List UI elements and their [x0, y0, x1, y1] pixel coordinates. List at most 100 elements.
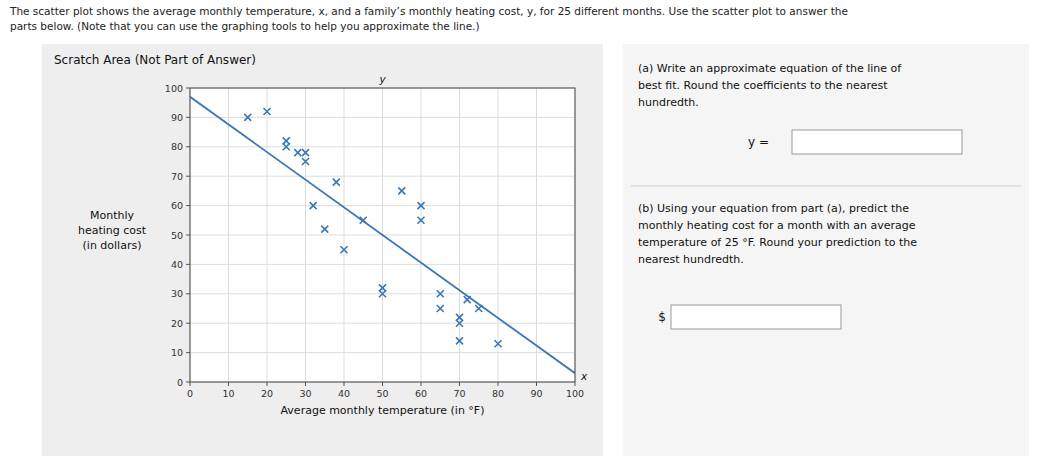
plot-background	[190, 88, 575, 382]
y-axis-label: (in dollars)	[83, 239, 142, 252]
tick-mark	[186, 293, 190, 294]
description: parts below. (Note that you can use the …	[10, 20, 480, 32]
scatter-point	[437, 290, 444, 297]
tick-mark	[344, 382, 345, 386]
grid-line	[190, 323, 575, 324]
text-line: best fit. Round the coefficients to the …	[638, 79, 888, 92]
tick-mark	[186, 117, 190, 118]
fit-line	[190, 97, 575, 373]
tick-label: 20	[261, 388, 273, 399]
panel	[42, 44, 603, 456]
x-axis-name: x	[580, 370, 588, 382]
tick-label: 80	[492, 388, 504, 399]
plot-frame	[190, 88, 575, 382]
scatter-point	[283, 137, 290, 144]
answer-prefix: $	[658, 310, 666, 324]
y-axis-label: Monthly	[90, 209, 135, 222]
scatter-point	[244, 114, 251, 121]
scatter-point	[379, 284, 386, 291]
text-line: hundredth.	[638, 96, 699, 109]
tick-label: 0	[177, 377, 183, 388]
answer-prefix: y =	[748, 135, 769, 149]
tick-label: 70	[171, 171, 183, 182]
tick-label: 100	[566, 388, 584, 399]
text-line: (a) Write an approximate equation of the…	[638, 62, 902, 75]
chart: The scatter plot shows the average month…	[0, 0, 1039, 461]
tick-mark	[186, 382, 190, 383]
tick-mark	[536, 382, 537, 386]
tick-mark	[421, 382, 422, 386]
tick-label: 90	[171, 112, 183, 123]
tick-label: 50	[171, 230, 183, 241]
tick-mark	[186, 323, 190, 324]
y-axis-label: heating cost	[78, 224, 147, 237]
scatter-point	[302, 158, 309, 165]
tick-mark	[267, 382, 268, 386]
scatter-point	[418, 202, 425, 209]
grid-line	[190, 352, 575, 353]
tick-label: 0	[187, 388, 193, 399]
answer-box[interactable]	[792, 130, 962, 154]
grid-line	[190, 205, 575, 206]
answer-box[interactable]	[671, 305, 841, 329]
tick-mark	[228, 382, 229, 386]
ticks: 0 10 20 30 40 50 60 70 80 90 100 0 10 20 30 40 50 60 70 80 9…	[165, 83, 584, 400]
tick-label: 80	[171, 141, 183, 152]
grid-line	[190, 264, 575, 265]
tick-mark	[575, 382, 576, 386]
panel	[623, 44, 1029, 456]
text-line: temperature of 25 °F. Round your predict…	[638, 236, 917, 249]
separator	[631, 186, 1021, 187]
x-axis-label: Average monthly temperature (in °F)	[280, 404, 484, 417]
grid-line	[190, 146, 575, 147]
tick-mark	[459, 382, 460, 386]
scatter-point	[495, 340, 502, 347]
tick-label: 70	[453, 388, 465, 399]
tick-label: 40	[338, 388, 350, 399]
scatter-point	[456, 337, 463, 344]
tick-label: 60	[415, 388, 427, 399]
description: The scatter plot shows the average month…	[9, 5, 848, 17]
scatter-point	[321, 226, 328, 233]
scatter-point	[310, 202, 317, 209]
tick-mark	[186, 205, 190, 206]
scatter-point	[437, 305, 444, 312]
tick-mark	[186, 352, 190, 353]
scatter-point	[418, 217, 425, 224]
tick-label: 30	[171, 288, 183, 299]
grid	[190, 88, 575, 382]
tick-mark	[186, 146, 190, 147]
tick-label: 10	[171, 347, 183, 358]
scatter-point	[333, 179, 340, 186]
title: Scratch Area (Not Part of Answer)	[54, 53, 256, 67]
tick-mark	[186, 264, 190, 265]
plot-marks	[190, 97, 575, 373]
text-line: (b) Using your equation from part (a), p…	[638, 202, 909, 215]
question-text: (b) Using your equation from part (a), p…	[638, 202, 917, 266]
grid-line	[190, 176, 575, 177]
tick-mark	[186, 176, 190, 177]
tick-mark	[186, 88, 190, 89]
tick-label: 50	[376, 388, 388, 399]
scatter-point	[294, 149, 301, 156]
scatter-point	[302, 149, 309, 156]
y-axis-name: y	[378, 73, 386, 85]
tick-label: 30	[299, 388, 311, 399]
tick-mark	[382, 382, 383, 386]
tick-mark	[498, 382, 499, 386]
tick-label: 20	[171, 318, 183, 329]
scatter-point	[341, 246, 348, 253]
scatter-point	[264, 108, 271, 115]
tick-mark	[186, 235, 190, 236]
tick-label: 100	[165, 83, 183, 94]
tick-label: 60	[171, 200, 183, 211]
question-text: (a) Write an approximate equation of the…	[638, 62, 902, 109]
tick-mark	[190, 382, 191, 386]
scatter-point	[398, 187, 405, 194]
tick-label: 90	[530, 388, 542, 399]
text-line: monthly heating cost for a month with an…	[638, 219, 916, 232]
tick-label: 40	[171, 259, 183, 270]
tick-mark	[305, 382, 306, 386]
scatter-point	[456, 320, 463, 327]
tick-label: 10	[222, 388, 234, 399]
